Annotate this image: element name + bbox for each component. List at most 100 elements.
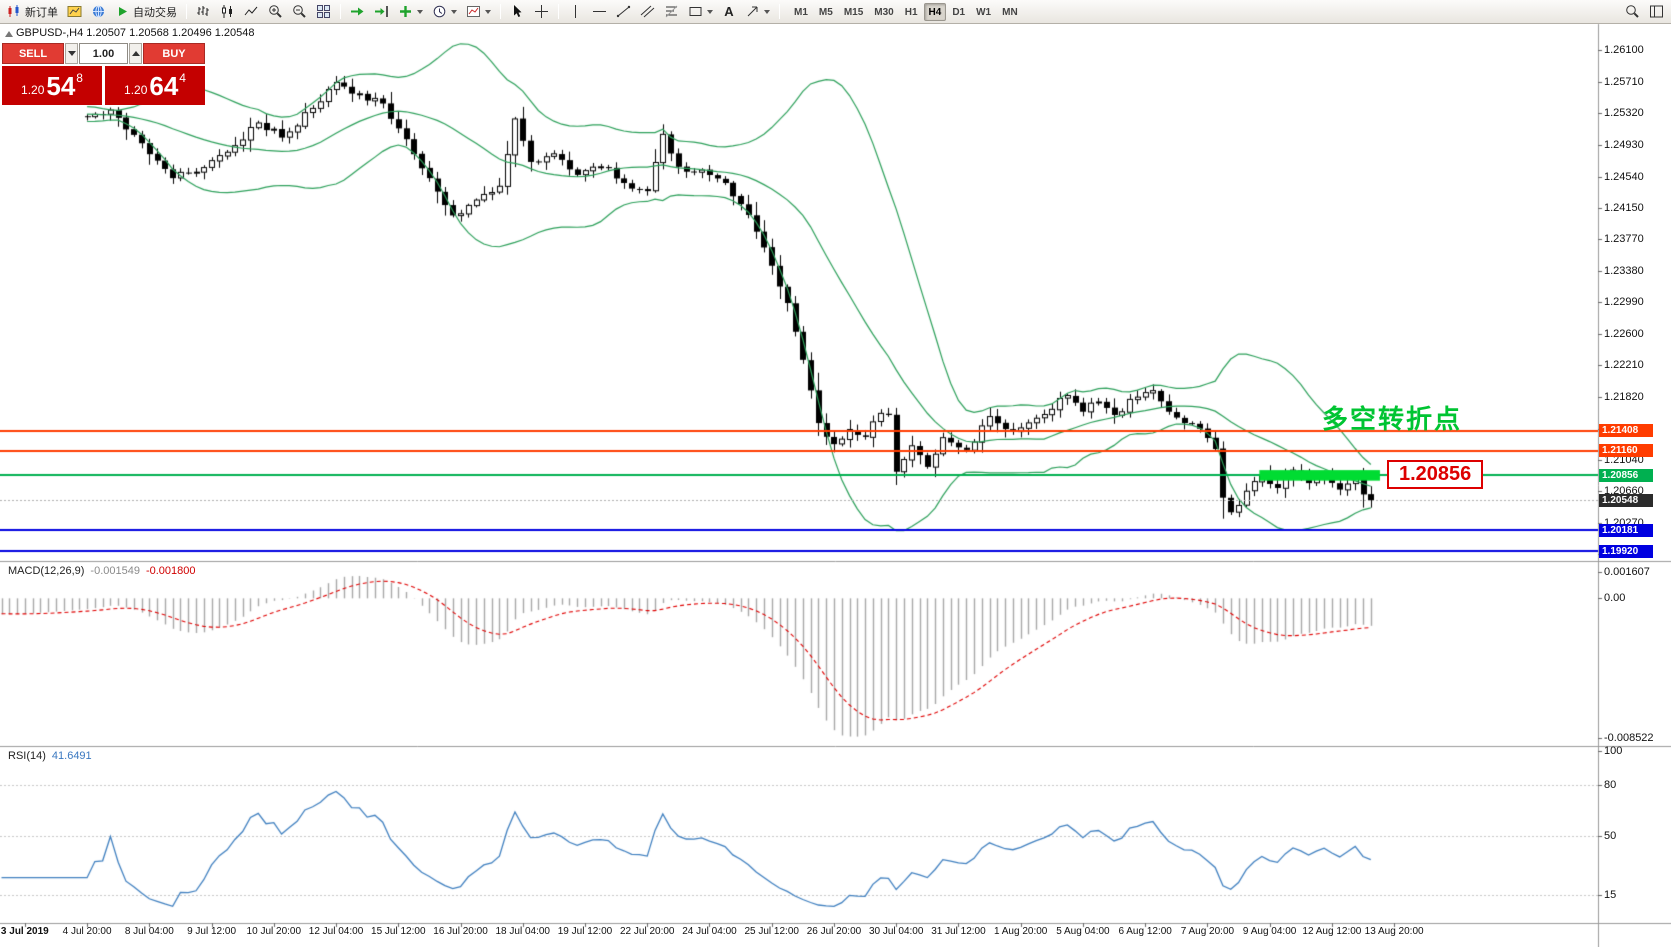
clock-icon [433, 5, 446, 18]
autotrading-button[interactable]: 自动交易 [111, 2, 181, 22]
toolbar-separator [779, 4, 780, 19]
fibonacci-tool-button[interactable] [660, 2, 683, 22]
price-tag: 1.20181 [1599, 523, 1653, 537]
rsi-label: RSI(14) 41.6491 [8, 750, 92, 762]
price-axis-label: 1.24540 [1604, 170, 1644, 183]
sell-price-sup: 8 [76, 70, 83, 85]
time-axis-label: 13 Aug 20:00 [1364, 926, 1424, 937]
bar-chart-button[interactable] [192, 2, 215, 22]
fibonacci-icon [665, 5, 678, 18]
trade-panel-toggle[interactable] [5, 31, 13, 37]
volume-increase-button[interactable] [129, 43, 142, 64]
zoom-in-button[interactable] [264, 2, 287, 22]
caret-down-icon [451, 9, 457, 14]
crosshair-button[interactable] [530, 2, 553, 22]
macd-value-main: -0.001549 [90, 565, 140, 577]
macd-label: MACD(12,26,9) -0.001549 -0.001800 [8, 565, 196, 577]
vertical-line-tool-button[interactable] [564, 2, 587, 22]
price-axis-label: 1.21040 [1604, 454, 1644, 467]
candlestick-chart-button[interactable] [216, 2, 239, 22]
price-axis-label: 1.21820 [1604, 391, 1644, 404]
sell-price-display[interactable]: 1.20 54 8 [2, 66, 102, 105]
buy-button[interactable]: BUY [143, 43, 205, 64]
chart-shift-button[interactable] [370, 2, 393, 22]
line-chart-button[interactable] [240, 2, 263, 22]
time-axis-label: 3 Jul 2019 [0, 926, 49, 937]
time-axis-label: 9 Jul 12:00 [187, 926, 237, 937]
sell-price-big: 54 [46, 70, 76, 101]
time-axis-label: 26 Jul 20:00 [806, 926, 862, 937]
timeframe-button-m15[interactable]: M15 [843, 6, 864, 18]
toolbar-separator [340, 4, 341, 19]
trendline-icon [616, 5, 631, 18]
cursor-icon [514, 5, 522, 17]
time-axis-label: 30 Jul 04:00 [868, 926, 924, 937]
cursor-button[interactable] [506, 2, 529, 22]
time-axis-label: 25 Jul 12:00 [744, 926, 799, 937]
toolbar-separator [558, 4, 559, 19]
price-axis-label: 1.25710 [1604, 75, 1644, 88]
trade-panel-controls: SELL BUY [2, 43, 205, 64]
rsi-value: 41.6491 [51, 750, 92, 762]
text-tool-button[interactable]: A [718, 2, 740, 22]
price-tag: 1.21408 [1599, 424, 1653, 438]
auto-scroll-button[interactable] [346, 2, 369, 22]
chart-shift-icon [375, 6, 388, 17]
chart-window-button[interactable] [63, 2, 86, 22]
price-tag: 1.19920 [1599, 544, 1653, 558]
price-scale[interactable]: 1.26100 1.25710 1.25320 1.24930 1.24540 1.241… [1598, 24, 1671, 923]
timeframe-button-d1[interactable]: D1 [952, 6, 966, 18]
horizontal-line-icon [593, 11, 606, 12]
toolbar-separator [186, 4, 187, 19]
chart-info: GBPUSD-,H4 1.20507 1.20568 1.20496 1.205… [16, 27, 255, 39]
price-callout-label: 1.20856 [1387, 460, 1484, 489]
timeframe-button-m30[interactable]: M30 [874, 6, 894, 18]
templates-button[interactable] [462, 2, 495, 22]
equidistant-channel-icon [640, 5, 655, 18]
new-order-button[interactable]: 新订单 [3, 2, 62, 22]
horizontal-line-tool-button[interactable] [588, 2, 611, 22]
layout-button[interactable] [1645, 2, 1668, 22]
volume-input[interactable] [79, 43, 128, 64]
tile-windows-icon [317, 5, 330, 18]
time-axis-label: 10 Jul 20:00 [246, 926, 302, 937]
shapes-tool-button[interactable] [684, 2, 717, 22]
buy-price-sup: 4 [179, 70, 186, 85]
zoom-out-button[interactable] [288, 2, 311, 22]
price-axis-label: 1.24930 [1604, 138, 1644, 151]
periods-button[interactable] [428, 2, 461, 22]
indicators-button[interactable] [394, 2, 427, 22]
zoom-in-icon [269, 5, 282, 18]
timeframe-button-h4[interactable]: H4 [923, 2, 947, 21]
time-scale[interactable]: 3 Jul 2019 4 Jul 20:00 8 Jul 04:00 9 Jul 12… [0, 923, 1598, 947]
time-axis-label: 24 Jul 04:00 [682, 926, 737, 937]
rsi-name: RSI(14) [8, 750, 46, 762]
layout-panels-icon [1650, 5, 1663, 18]
timeframe-button-m5[interactable]: M5 [818, 6, 833, 18]
market-watch-button[interactable] [87, 2, 110, 22]
arrows-tool-button[interactable] [741, 2, 774, 22]
tile-windows-button[interactable] [312, 2, 335, 22]
search-button[interactable] [1621, 2, 1644, 22]
toolbar-separator [500, 4, 501, 19]
timeframe-button-m1[interactable]: M1 [794, 6, 808, 18]
buy-price-display[interactable]: 1.20 64 4 [105, 66, 205, 105]
line-chart-icon [244, 6, 258, 16]
channel-tool-button[interactable] [636, 2, 659, 22]
timeframe-button-w1[interactable]: W1 [976, 6, 992, 18]
volume-decrease-button[interactable] [65, 43, 78, 64]
trendline-tool-button[interactable] [612, 2, 635, 22]
timeframe-button-h1[interactable]: H1 [904, 6, 918, 18]
autotrading-play-icon [119, 7, 127, 16]
crosshair-icon [535, 5, 548, 18]
sell-button[interactable]: SELL [2, 43, 64, 64]
price-tag: 1.20548 [1599, 493, 1653, 507]
bar-chart-icon [197, 6, 209, 16]
vertical-line-icon [575, 5, 576, 18]
caret-down-icon [485, 9, 491, 14]
chart-annotation-text: 多空转折点 [1322, 404, 1463, 434]
timeframe-button-mn[interactable]: MN [1002, 6, 1018, 18]
